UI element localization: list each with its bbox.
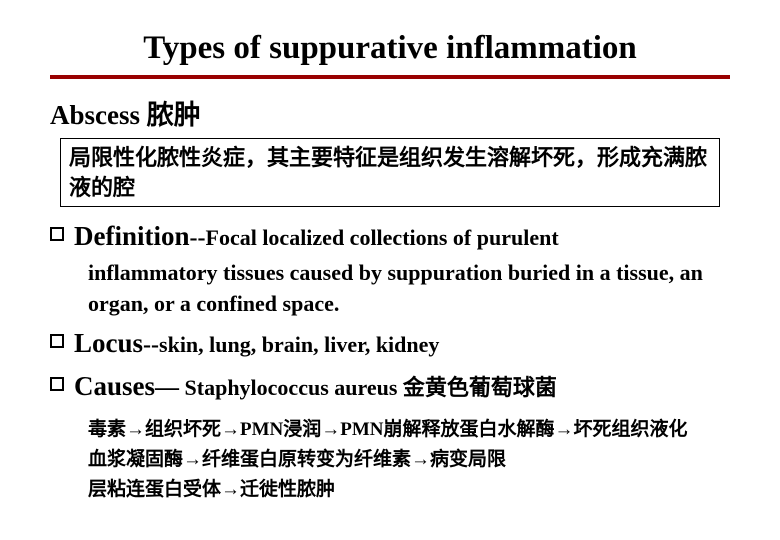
- bullet-locus-text: Locus--skin, lung, brain, liver, kidney: [74, 324, 720, 363]
- footer-line-2: 血浆凝固酶→纤维蛋白原转变为纤维素→病变局限: [88, 445, 720, 474]
- sep: —: [155, 375, 179, 401]
- bullet-locus: Locus--skin, lung, brain, liver, kidney: [50, 324, 720, 363]
- slide-container: Types of suppurative inflammation Absces…: [0, 0, 780, 526]
- locus-rest: skin, lung, brain, liver, kidney: [159, 332, 439, 357]
- causes-rest: Staphylococcus aureus 金黄色葡萄球菌: [179, 375, 557, 400]
- sep: --: [143, 332, 159, 358]
- footer-line-3: 层粘连蛋白受体→迁徙性脓肿: [88, 475, 720, 504]
- bullet-definition: Definition--Focal localized collections …: [50, 217, 720, 320]
- bullet-definition-text: Definition--Focal localized collections …: [74, 217, 720, 320]
- bullet-marker-icon: [50, 334, 64, 348]
- bullet-marker-icon: [50, 377, 64, 391]
- definition-cont: inflammatory tissues caused by suppurati…: [88, 257, 720, 321]
- slide-title: Types of suppurative inflammation: [60, 30, 720, 67]
- footer-lines: 毒素→组织坏死→PMN浸润→PMN崩解释放蛋白水解酶→坏死组织液化 血浆凝固酶→…: [88, 415, 720, 505]
- bullet-marker-icon: [50, 227, 64, 241]
- boxed-definition-cn: 局限性化脓性炎症，其主要特征是组织发生溶解坏死，形成充满脓液的腔: [60, 138, 720, 207]
- term-causes: Causes: [74, 371, 155, 401]
- definition-rest-first: Focal localized collections of purulent: [206, 225, 559, 250]
- footer-line-1: 毒素→组织坏死→PMN浸润→PMN崩解释放蛋白水解酶→坏死组织液化: [88, 415, 720, 444]
- title-underline: [50, 75, 730, 79]
- sep: --: [190, 225, 206, 251]
- bullet-causes-text: Causes— Staphylococcus aureus 金黄色葡萄球菌: [74, 367, 720, 406]
- subtitle: Abscess 脓肿: [50, 93, 720, 132]
- bullet-causes: Causes— Staphylococcus aureus 金黄色葡萄球菌: [50, 367, 720, 406]
- term-definition: Definition: [74, 221, 190, 251]
- term-locus: Locus: [74, 328, 143, 358]
